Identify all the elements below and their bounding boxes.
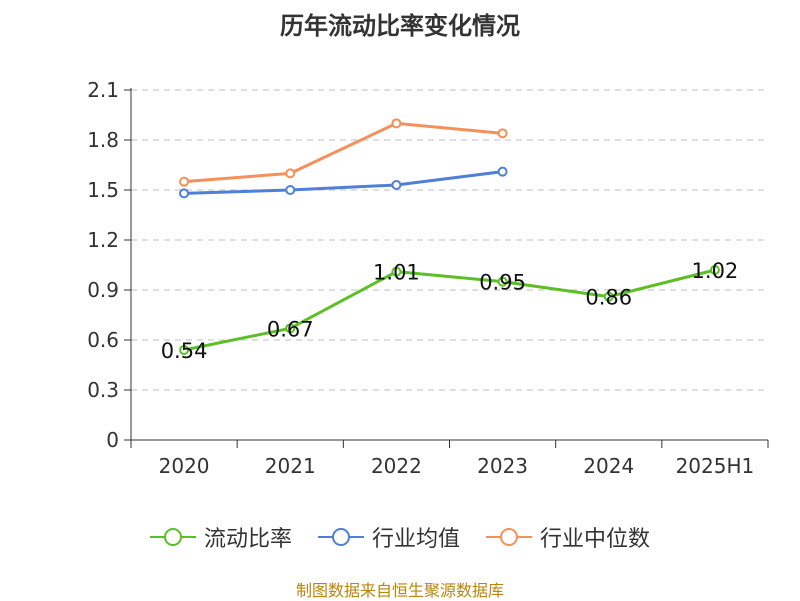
x-tick-label: 2022 xyxy=(371,454,422,478)
legend-marker-industry-mean xyxy=(317,528,364,546)
data-point xyxy=(285,168,296,179)
data-point xyxy=(285,323,296,334)
data-label: 0.54 xyxy=(161,339,208,363)
series-line xyxy=(183,268,716,352)
data-point xyxy=(497,166,508,177)
data-label: 1.01 xyxy=(373,261,420,285)
data-point xyxy=(603,291,614,302)
data-point xyxy=(391,266,402,277)
y-tick-label: 0.3 xyxy=(87,378,119,402)
y-tick-label: 0.6 xyxy=(87,328,119,352)
legend-item-current-ratio[interactable]: 流动比率 xyxy=(149,521,292,553)
data-point xyxy=(179,188,190,199)
chart-title: 历年流动比率变化情况 xyxy=(280,12,520,40)
legend-marker-current-ratio xyxy=(149,528,196,546)
data-point xyxy=(391,180,402,190)
data-point xyxy=(179,345,190,355)
x-tick-label: 2021 xyxy=(265,454,316,478)
data-point xyxy=(285,185,296,195)
legend-item-industry-mean[interactable]: 行业均值 xyxy=(317,521,460,553)
legend-label-industry-mean: 行业均值 xyxy=(371,527,460,552)
source-note: 制图数据来自恒生聚源数据库 xyxy=(295,581,504,600)
x-tick-label: 2025H1 xyxy=(676,454,755,478)
data-point xyxy=(497,276,508,287)
series-line xyxy=(183,121,503,184)
data-label: 0.95 xyxy=(479,271,526,295)
x-tick-label: 2020 xyxy=(159,454,210,478)
legend-marker-industry-median xyxy=(486,528,532,546)
data-label: 0.67 xyxy=(267,317,314,341)
y-tick-label: 0 xyxy=(106,428,119,452)
legend-label-current-ratio: 流动比率 xyxy=(203,527,292,552)
y-tick-label: 1.2 xyxy=(87,228,119,252)
y-tick-label: 1.5 xyxy=(87,178,119,202)
series-line xyxy=(184,170,503,195)
legend: 流动比率 行业均值 行业中位数 xyxy=(0,520,800,554)
x-tick-label: 2024 xyxy=(583,454,634,478)
y-tick-label: 0.9 xyxy=(87,278,119,302)
y-tick-label: 2.1 xyxy=(87,78,119,102)
x-tick-label: 2023 xyxy=(477,454,528,478)
legend-label-industry-median: 行业中位数 xyxy=(540,527,651,552)
data-point xyxy=(179,176,190,187)
data-label: 0.86 xyxy=(585,286,632,310)
data-point xyxy=(391,118,402,129)
data-label: 1.02 xyxy=(692,259,739,283)
legend-item-industry-median[interactable]: 行业中位数 xyxy=(486,521,650,553)
y-tick-label: 1.8 xyxy=(87,128,119,152)
data-point xyxy=(709,265,720,275)
data-point xyxy=(497,128,508,139)
